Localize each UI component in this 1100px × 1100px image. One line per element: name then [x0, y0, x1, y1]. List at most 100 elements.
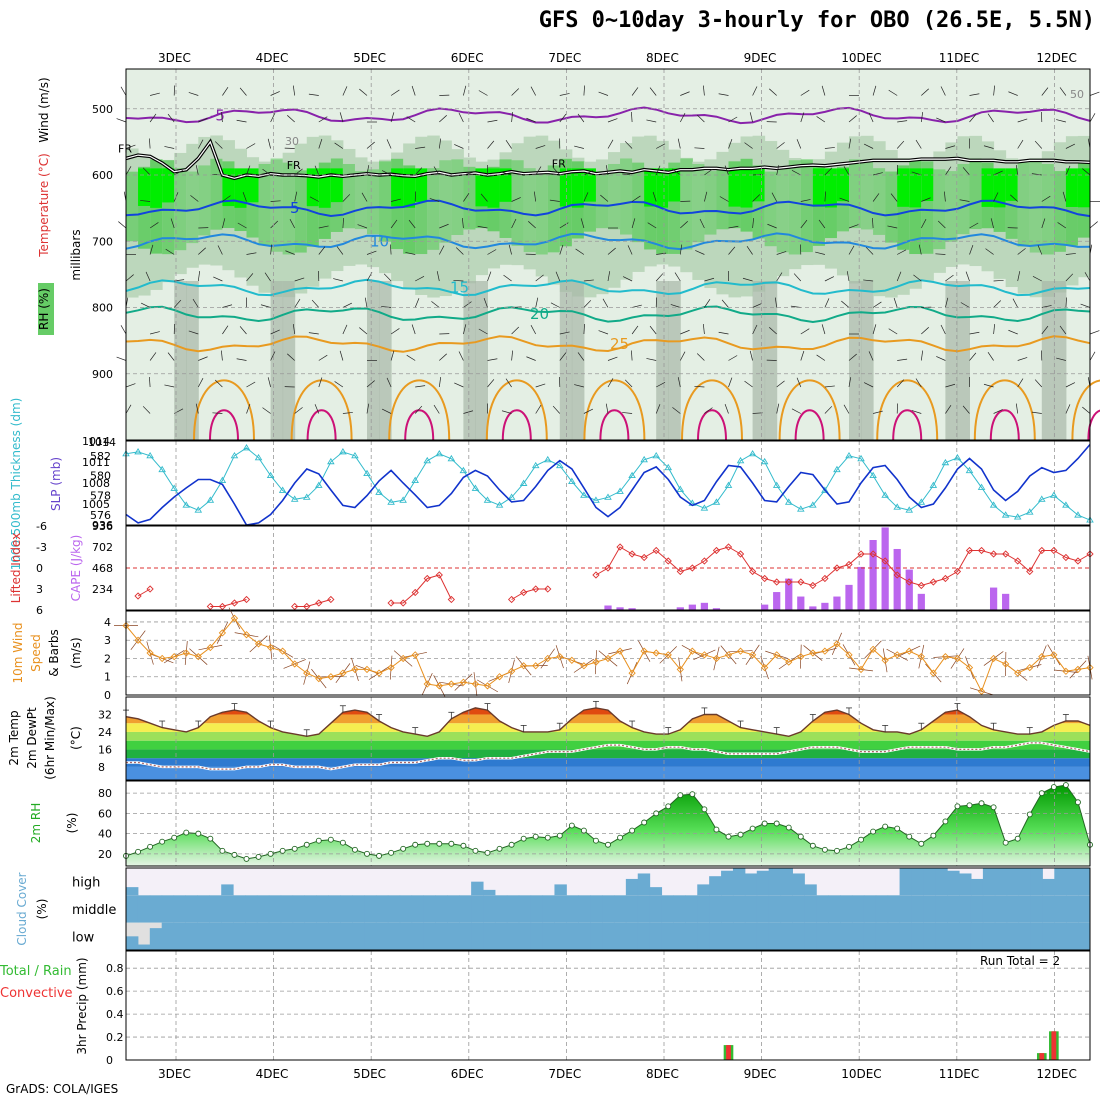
wind-barb — [888, 89, 898, 96]
thickness-point — [206, 496, 215, 503]
rh-band — [559, 168, 573, 207]
wind-barb — [314, 165, 320, 176]
wind-barb — [945, 297, 949, 308]
wind-barb — [1084, 272, 1091, 282]
cloud-cell — [768, 922, 782, 950]
wind-barb — [749, 350, 753, 361]
wind-barb — [872, 85, 877, 96]
cloud-cell — [709, 895, 722, 923]
wind-barb — [656, 381, 666, 388]
cloud-cell — [554, 922, 567, 950]
y-tick-label: 234 — [92, 583, 113, 596]
wind-axis-label: & Barbs — [47, 629, 61, 677]
cloud-cell — [756, 895, 770, 923]
thickness-point — [351, 451, 359, 459]
cloud-cell — [292, 922, 306, 950]
wind-barb — [1037, 245, 1043, 255]
wind-barb — [463, 410, 474, 414]
cloud-cell — [756, 870, 770, 896]
cloud-cell — [411, 895, 425, 923]
cloud-cell — [804, 895, 817, 923]
wind-barb — [487, 140, 495, 149]
y-tick-label: 60 — [98, 807, 112, 820]
wind-axis-label: (m/s) — [69, 637, 83, 668]
wind-speed-point — [965, 663, 974, 672]
cloud-cell — [221, 922, 234, 950]
wind-barb — [897, 120, 908, 123]
wind-barb — [308, 332, 319, 335]
cloud-cell — [483, 895, 496, 923]
cloud-cell — [744, 873, 758, 896]
cloud-cell — [851, 895, 865, 923]
wind-speed-point — [568, 656, 576, 664]
wind-barb — [703, 85, 705, 96]
y-tick-label: 1 — [104, 671, 111, 684]
rh-band — [150, 168, 163, 208]
rh-point — [605, 841, 611, 848]
x-tick-label: 8DEC — [646, 1067, 679, 1081]
wind-barb — [463, 171, 474, 176]
lifted-index-point — [387, 599, 395, 607]
wind-barb — [728, 246, 736, 255]
wind-barb — [945, 274, 954, 282]
wind-barb — [583, 192, 589, 202]
temperature-legend-label: Temperature (°C) — [37, 153, 51, 258]
y-tick-label: -3 — [36, 541, 47, 554]
wind-barb — [311, 299, 320, 308]
temp-band — [126, 758, 1090, 767]
rh-point — [870, 828, 877, 835]
wind-barb — [511, 197, 521, 202]
wind-barb — [921, 197, 931, 202]
rh-point — [930, 832, 937, 839]
wind-barb — [776, 142, 785, 149]
wind-barb — [116, 356, 127, 361]
lifted-index-point — [230, 599, 239, 607]
thickness-point — [447, 454, 456, 462]
wind-barb — [217, 245, 223, 255]
wind-barb — [728, 225, 739, 229]
wind-speed-point — [254, 640, 263, 648]
wind-barb — [487, 119, 498, 123]
rh-band — [403, 168, 416, 208]
isotherm-line — [973, 379, 1036, 441]
wind-barb — [677, 138, 681, 149]
lifted-index-point — [411, 588, 419, 597]
wind-speed-point — [170, 653, 178, 661]
lifted-index-point — [507, 595, 516, 604]
wind-barb — [752, 194, 761, 202]
rh-point — [436, 840, 443, 847]
rh-point — [460, 842, 467, 849]
y-tick-label: 582 — [90, 450, 111, 463]
wind-barb — [264, 272, 271, 282]
wind-barb — [1010, 194, 1018, 202]
cloud-cell — [518, 895, 532, 923]
wind-barb — [607, 247, 616, 255]
wind-barb — [511, 112, 513, 123]
cape-bar — [881, 527, 889, 610]
wind-speed-point — [134, 636, 142, 644]
isotherm-line — [501, 409, 532, 441]
wind-barb — [118, 221, 127, 229]
precip-panel: 0 0.2 0.4 0.6 0.8 Run Total = 2 3DEC 4DEC 5DEC 6D… — [0, 950, 1091, 1081]
wind-barb — [824, 385, 835, 388]
wind-barb — [458, 112, 464, 123]
lifted-index-point — [965, 546, 974, 555]
wind-barb — [969, 222, 979, 229]
temp-axis-label: 2m DewPt — [25, 707, 39, 769]
rh-point — [448, 840, 455, 847]
wind-barb — [863, 382, 874, 388]
wind-barb — [945, 405, 952, 414]
cloud-cell — [923, 868, 936, 896]
cape-bar — [676, 607, 684, 610]
wind-barb — [873, 172, 883, 176]
isotherm-line — [794, 409, 825, 441]
cape-bar — [857, 566, 865, 610]
rh-point — [966, 802, 973, 809]
rh-band — [608, 163, 621, 230]
rh-point — [291, 845, 298, 852]
wind-barb — [270, 329, 280, 335]
wind-barb — [414, 167, 423, 176]
wind-barb — [940, 324, 946, 335]
wind-barb — [631, 325, 639, 335]
wind-barb — [188, 92, 199, 96]
